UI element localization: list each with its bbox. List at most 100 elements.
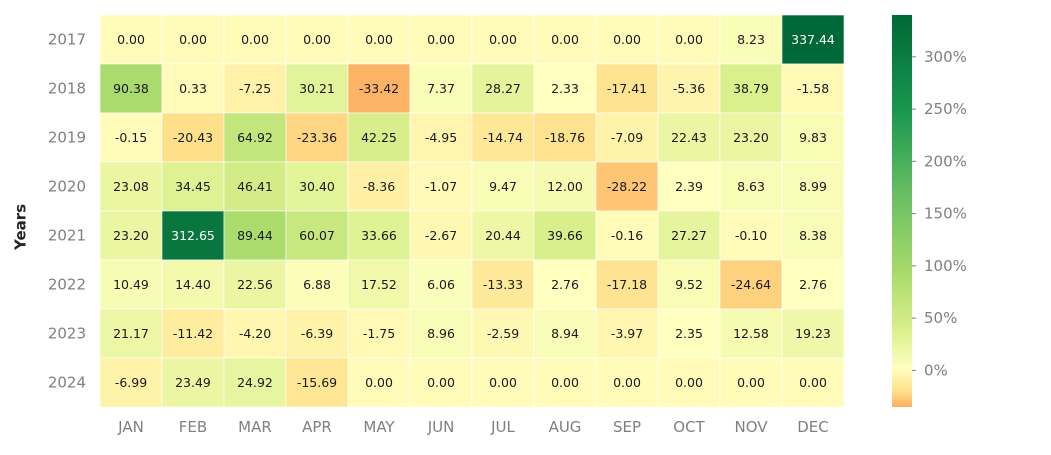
- heatmap-cell: [223, 112, 287, 163]
- cell-value-label: 6.06: [427, 277, 455, 292]
- heatmap-cell: [99, 112, 163, 163]
- heatmap-cell: [781, 63, 845, 114]
- heatmap-cell: [719, 63, 783, 114]
- year-tick-label: 2018: [48, 80, 86, 98]
- cell-value-label: -1.75: [363, 326, 395, 341]
- y-axis-label: Years: [12, 204, 30, 251]
- cell-value-label: 0.00: [117, 32, 145, 47]
- month-tick-label: OCT: [673, 418, 705, 436]
- cell-value-label: 30.40: [299, 179, 335, 194]
- cell-value-label: 2.39: [675, 179, 703, 194]
- cell-value-label: -4.20: [239, 326, 271, 341]
- cell-value-label: 8.94: [551, 326, 579, 341]
- cell-value-label: 60.07: [299, 228, 335, 243]
- heatmap-cell: [657, 14, 721, 65]
- heatmap-cell: [223, 161, 287, 212]
- cell-value-label: 17.52: [361, 277, 397, 292]
- heatmap-cell: [161, 357, 225, 408]
- cell-value-label: 23.20: [113, 228, 149, 243]
- heatmap-cell: [409, 210, 473, 261]
- heatmap-cell: [471, 63, 535, 114]
- cell-value-label: 22.56: [237, 277, 273, 292]
- heatmap-cell: [285, 259, 349, 310]
- cell-value-label: -23.36: [297, 130, 337, 145]
- heatmap-cell: [657, 259, 721, 310]
- colorbar-tick-label: 100%: [924, 257, 967, 275]
- month-tick-label: NOV: [734, 418, 768, 436]
- cell-value-label: 9.83: [799, 130, 827, 145]
- month-tick-label: SEP: [613, 418, 641, 436]
- year-tick-label: 2022: [48, 276, 86, 294]
- cell-value-label: -0.16: [611, 228, 643, 243]
- cell-value-label: 2.33: [551, 81, 579, 96]
- cell-value-label: 21.17: [113, 326, 149, 341]
- cell-value-label: 0.00: [613, 375, 641, 390]
- cell-value-label: 22.43: [671, 130, 707, 145]
- cell-value-label: 89.44: [237, 228, 273, 243]
- heatmap-cell: [223, 63, 287, 114]
- cell-value-label: 0.00: [241, 32, 269, 47]
- year-tick-label: 2024: [48, 374, 86, 392]
- heatmap-cell: [223, 14, 287, 65]
- heatmap-cell: [657, 63, 721, 114]
- cell-value-label: 0.00: [737, 375, 765, 390]
- cell-value-label: 23.49: [175, 375, 211, 390]
- cell-value-label: -7.09: [611, 130, 643, 145]
- month-tick-label: MAY: [363, 418, 395, 436]
- cell-value-label: 337.44: [791, 32, 835, 47]
- heatmap-cell: [781, 308, 845, 359]
- cell-value-label: -33.42: [359, 81, 399, 96]
- cell-value-label: -2.59: [487, 326, 519, 341]
- cell-value-label: 33.66: [361, 228, 397, 243]
- cell-value-label: -1.58: [797, 81, 829, 96]
- heatmap-cell: [347, 63, 411, 114]
- colorbar: 0% 50% 100% 150% 200% 250% 300%: [892, 15, 967, 407]
- heatmap-cell: [223, 308, 287, 359]
- year-tick-label: 2021: [48, 227, 86, 245]
- heatmap-cell: [99, 63, 163, 114]
- month-tick-label: FEB: [179, 418, 207, 436]
- cell-value-label: -28.22: [607, 179, 647, 194]
- cell-value-label: -24.64: [731, 277, 771, 292]
- cell-value-label: 0.00: [489, 32, 517, 47]
- cell-value-label: -11.42: [173, 326, 213, 341]
- heatmap-cell: [471, 308, 535, 359]
- heatmap-cell: [657, 308, 721, 359]
- cell-value-label: 14.40: [175, 277, 211, 292]
- month-tick-label: AUG: [549, 418, 582, 436]
- heatmap-cell: [533, 357, 597, 408]
- heatmap-cell: [595, 210, 659, 261]
- heatmap-cell: [285, 63, 349, 114]
- cell-value-label: 0.33: [179, 81, 207, 96]
- heatmap-cell: [595, 357, 659, 408]
- cell-value-label: 20.44: [485, 228, 521, 243]
- cell-value-label: 0.00: [179, 32, 207, 47]
- cell-value-label: -0.15: [115, 130, 147, 145]
- cell-value-label: 8.63: [737, 179, 765, 194]
- cell-value-label: -13.33: [483, 277, 523, 292]
- heatmap-cell: [657, 357, 721, 408]
- cell-value-label: 2.76: [799, 277, 827, 292]
- cell-value-label: -17.41: [607, 81, 647, 96]
- heatmap-cell: [99, 357, 163, 408]
- cell-value-label: -2.67: [425, 228, 457, 243]
- cell-value-label: 6.88: [303, 277, 331, 292]
- cell-value-label: -20.43: [173, 130, 213, 145]
- cell-value-label: 27.27: [671, 228, 707, 243]
- heatmap-cell: [533, 63, 597, 114]
- heatmap-cell: [347, 308, 411, 359]
- colorbar-gradient: [892, 15, 912, 407]
- cell-value-label: 38.79: [733, 81, 769, 96]
- year-tick-label: 2023: [48, 325, 86, 343]
- heatmap-cell: [285, 14, 349, 65]
- cell-value-label: -3.97: [611, 326, 643, 341]
- cell-value-label: -18.76: [545, 130, 585, 145]
- heatmap-cell: [471, 259, 535, 310]
- month-tick-label: DEC: [797, 418, 829, 436]
- heatmap-cell: [99, 210, 163, 261]
- heatmap-cell: [719, 308, 783, 359]
- colorbar-tick-label: 200%: [924, 152, 967, 170]
- cell-value-label: 0.00: [427, 32, 455, 47]
- heatmap-cell: [99, 14, 163, 65]
